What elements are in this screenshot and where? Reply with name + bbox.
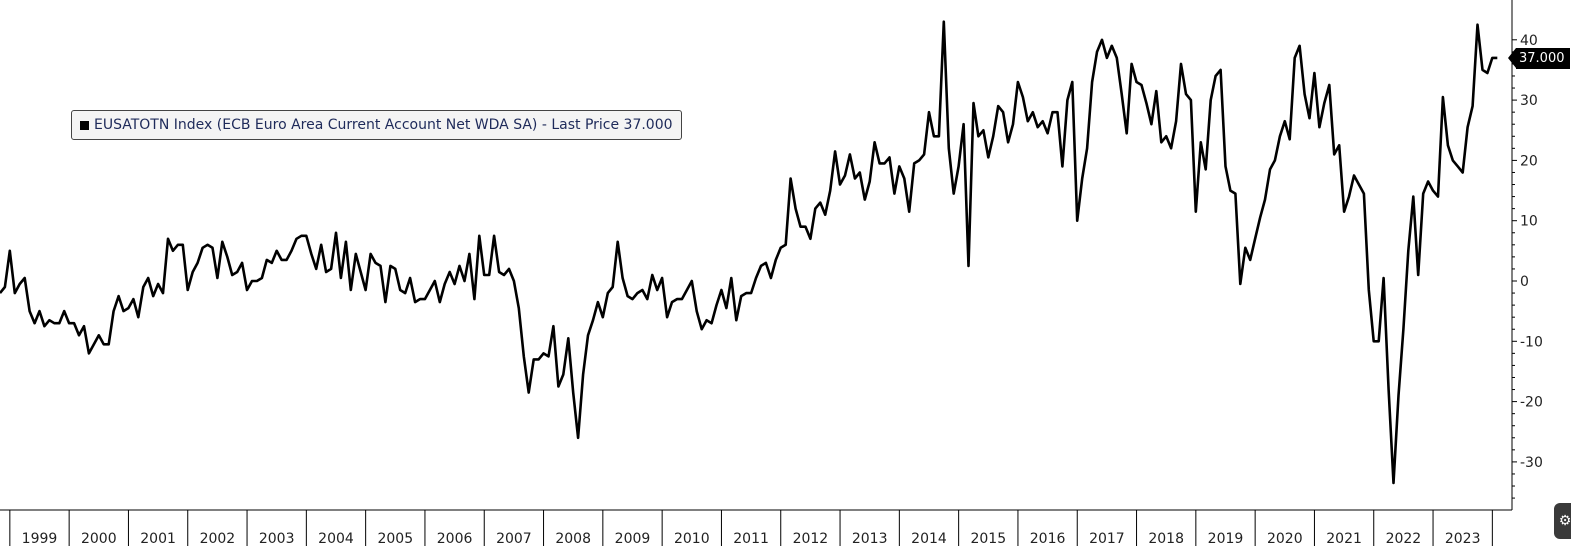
- y-tick-label: 0: [1520, 274, 1529, 290]
- y-tick-label: 40: [1520, 33, 1538, 49]
- x-tick-label: 2020: [1267, 531, 1303, 546]
- x-axis-ticks: 1999 2000 2001 2002 2003 2004 2005 2006 2007 2008…: [9, 510, 1493, 546]
- legend: EUSATOTN Index (ECB Euro Area Current Ac…: [71, 110, 682, 140]
- x-tick-label: 2000: [81, 531, 117, 546]
- legend-swatch: [80, 120, 89, 130]
- x-tick-label: 2018: [1148, 531, 1184, 546]
- x-tick-label: 1999: [22, 531, 58, 546]
- x-tick-label: 2003: [259, 531, 295, 546]
- x-tick-label: 2012: [793, 531, 829, 546]
- x-tick-label: 2002: [200, 531, 236, 546]
- chart-menu-icon[interactable]: ⚙: [1554, 503, 1571, 539]
- x-tick-label: 2011: [733, 531, 769, 546]
- y-tick-label: 30: [1520, 93, 1538, 109]
- y-tick-label: 20: [1520, 153, 1538, 169]
- x-tick-label: 2007: [496, 531, 532, 546]
- x-tick-label: 2017: [1089, 531, 1125, 546]
- y-tick-label: -30: [1520, 455, 1543, 471]
- series-line: [0, 20, 1498, 485]
- x-tick-label: 2004: [318, 531, 354, 546]
- x-tick-label: 2016: [1030, 531, 1066, 546]
- x-tick-label: 2023: [1445, 531, 1481, 546]
- x-tick-label: 2005: [377, 531, 413, 546]
- x-tick-label: 2006: [437, 531, 473, 546]
- x-tick-label: 2021: [1326, 531, 1362, 546]
- x-tick-label: 2022: [1386, 531, 1422, 546]
- x-tick-label: 2009: [615, 531, 651, 546]
- x-tick-label: 2015: [970, 531, 1006, 546]
- x-tick-label: 2019: [1208, 531, 1244, 546]
- legend-label: EUSATOTN Index (ECB Euro Area Current Ac…: [94, 117, 673, 133]
- x-tick-label: 2008: [555, 531, 591, 546]
- last-price-tag: 37.000: [1508, 48, 1570, 69]
- series-layer: [0, 20, 1498, 485]
- x-tick-label: 2010: [674, 531, 710, 546]
- y-axis-ticks: 40 30 20 10 0 -10 -20 -30: [1512, 33, 1543, 499]
- x-tick-label: 2014: [911, 531, 947, 546]
- y-tick-label: 10: [1520, 214, 1538, 230]
- x-tick-label: 2013: [852, 531, 888, 546]
- y-tick-label: -20: [1520, 395, 1543, 411]
- y-tick-label: -10: [1520, 334, 1543, 350]
- x-tick-label: 2001: [140, 531, 176, 546]
